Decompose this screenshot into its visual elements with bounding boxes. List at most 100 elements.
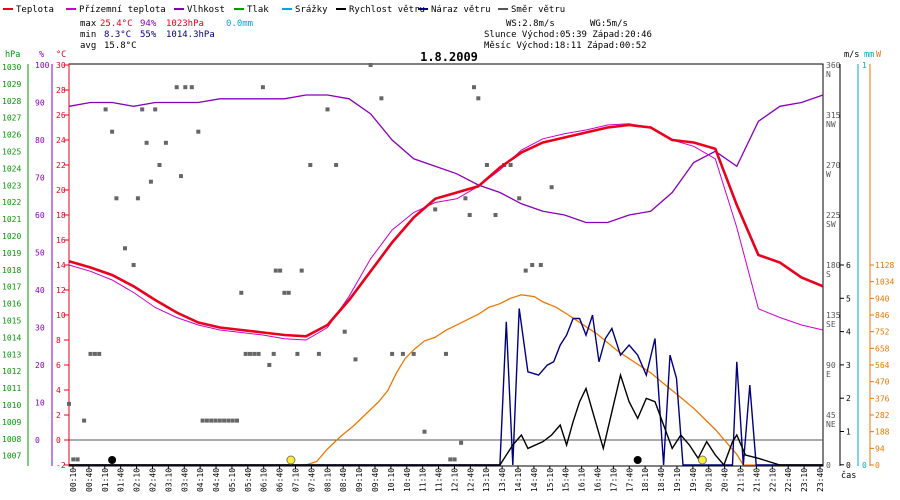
direction-tick-letter: SW bbox=[826, 220, 836, 229]
time-tick-label: 10:10 bbox=[387, 468, 396, 492]
time-tick-label: 02:40 bbox=[148, 468, 157, 492]
wind-direction-point bbox=[153, 107, 158, 112]
wind-direction-point bbox=[273, 268, 278, 273]
time-tick-label: 02:10 bbox=[133, 468, 142, 492]
wind-direction-point bbox=[183, 85, 188, 90]
hpa-tick-label: 1013 bbox=[2, 350, 21, 359]
hpa-tick-label: 1010 bbox=[2, 401, 21, 410]
celsius-tick-label: 18 bbox=[56, 211, 66, 220]
stat-max-humidity: 94% bbox=[140, 19, 157, 29]
wind-direction-point bbox=[123, 246, 127, 251]
w-tick-label: 0 bbox=[875, 461, 880, 470]
wind-direction-point bbox=[530, 263, 535, 267]
wind-gust-series bbox=[69, 308, 823, 466]
wind-direction-point bbox=[88, 351, 93, 356]
time-tick-label: 07:40 bbox=[307, 468, 316, 492]
stat-sun: Slunce Východ:05:39 Západ:20:46 bbox=[484, 30, 652, 40]
wind-direction-point bbox=[114, 196, 119, 201]
time-tick-label: 03:10 bbox=[164, 468, 173, 492]
wind-direction-point bbox=[400, 351, 405, 356]
wind-direction-point bbox=[463, 196, 468, 201]
hpa-tick-label: 1008 bbox=[2, 435, 21, 444]
direction-tick-label: 45 bbox=[826, 411, 836, 420]
time-tick-label: 15:40 bbox=[562, 468, 571, 492]
stat-avg-temp: 15.8°C bbox=[104, 41, 137, 51]
direction-tick-label: 180 bbox=[826, 261, 841, 270]
wind-direction-point bbox=[204, 418, 209, 423]
time-tick-label: 01:10 bbox=[101, 468, 110, 492]
wind-direction-point bbox=[75, 457, 80, 462]
wind-direction-point bbox=[230, 418, 235, 423]
hpa-tick-label: 1028 bbox=[2, 97, 21, 106]
time-tick-label: 05:40 bbox=[244, 468, 253, 492]
time-tick-label: 22:10 bbox=[768, 468, 777, 492]
hpa-tick-label: 1020 bbox=[2, 232, 21, 241]
time-tick-label: 20:40 bbox=[721, 468, 730, 492]
wind-direction-point bbox=[493, 213, 498, 217]
humidity-series bbox=[68, 94, 824, 224]
time-tick-label: 21:40 bbox=[752, 468, 761, 492]
legend: Teplota Přízemní teplota Vlhkost Tlak Sr… bbox=[3, 5, 565, 15]
w-tick-label: 846 bbox=[875, 311, 890, 320]
wind-direction-point bbox=[353, 357, 358, 362]
wind-direction-point bbox=[110, 129, 115, 134]
wind-direction-point bbox=[517, 196, 522, 201]
wind-direction-point bbox=[299, 268, 304, 273]
wind-direction-point bbox=[148, 179, 153, 184]
time-tick-label: 00:40 bbox=[85, 468, 94, 492]
time-tick-label: 14:10 bbox=[514, 468, 523, 492]
pct-tick-label: 70 bbox=[35, 174, 45, 183]
wind-direction-point bbox=[256, 351, 261, 356]
wind-direction-point bbox=[523, 268, 528, 273]
hpa-tick-label: 1011 bbox=[2, 384, 21, 393]
temperature-series bbox=[68, 123, 824, 338]
wind-direction-point bbox=[82, 418, 87, 423]
wind-direction-point bbox=[144, 140, 149, 145]
time-tick-label: 13:10 bbox=[482, 468, 491, 492]
direction-tick-label: 135 bbox=[826, 311, 841, 320]
wind-direction-point bbox=[222, 418, 227, 423]
wind-direction-point bbox=[390, 351, 395, 356]
wind-direction-point bbox=[459, 440, 464, 445]
celsius-tick-label: 22 bbox=[56, 161, 66, 170]
hpa-tick-label: 1023 bbox=[2, 181, 21, 190]
direction-tick-label: 315 bbox=[826, 111, 841, 120]
wind-direction-point bbox=[157, 163, 162, 167]
hpa-tick-label: 1016 bbox=[2, 300, 21, 309]
stat-wind-speed: WS:2.8m/s bbox=[506, 19, 555, 29]
wind-direction-point bbox=[286, 290, 291, 295]
stat-avg-label: avg bbox=[80, 41, 96, 51]
celsius-tick-label: 4 bbox=[56, 386, 61, 395]
wind-direction-point bbox=[282, 290, 287, 295]
hpa-tick-label: 1018 bbox=[2, 266, 21, 275]
time-tick-label: 10:40 bbox=[403, 468, 412, 492]
celsius-tick-label: 14 bbox=[56, 261, 66, 270]
celsius-tick-label: 8 bbox=[56, 336, 61, 345]
time-tick-label: 12:40 bbox=[466, 468, 475, 492]
ms-tick-label: 4 bbox=[846, 328, 851, 337]
hpa-tick-label: 1021 bbox=[2, 215, 21, 224]
stat-max-temp: 25.4°C bbox=[100, 19, 133, 29]
axis-title-mm: mm bbox=[864, 50, 874, 60]
celsius-tick-label: -2 bbox=[56, 461, 66, 470]
direction-tick-letter: NE bbox=[826, 420, 836, 429]
celsius-tick-label: 28 bbox=[56, 86, 66, 95]
time-tick-label: 08:10 bbox=[323, 468, 332, 492]
stat-max-label: max bbox=[80, 19, 97, 29]
time-tick-label: 11:10 bbox=[419, 468, 428, 492]
time-tick-label: 06:10 bbox=[260, 468, 269, 492]
legend-pressure: Tlak bbox=[247, 5, 269, 15]
wind-direction-point bbox=[243, 351, 248, 356]
legend-wind-speed: Rychlost větru bbox=[349, 5, 425, 15]
celsius-tick-label: 6 bbox=[56, 361, 61, 370]
axis-title-pct: % bbox=[39, 50, 44, 60]
celsius-tick-label: 30 bbox=[56, 61, 66, 70]
w-tick-label: 94 bbox=[875, 444, 885, 453]
wind-direction-point bbox=[200, 418, 205, 423]
time-tick-label: 19:40 bbox=[689, 468, 698, 492]
moonrise-marker bbox=[633, 456, 642, 464]
time-tick-label: 23:10 bbox=[800, 468, 809, 492]
legend-wind-gust: Náraz větru bbox=[431, 5, 491, 15]
legend-temperature: Teplota bbox=[16, 5, 54, 15]
